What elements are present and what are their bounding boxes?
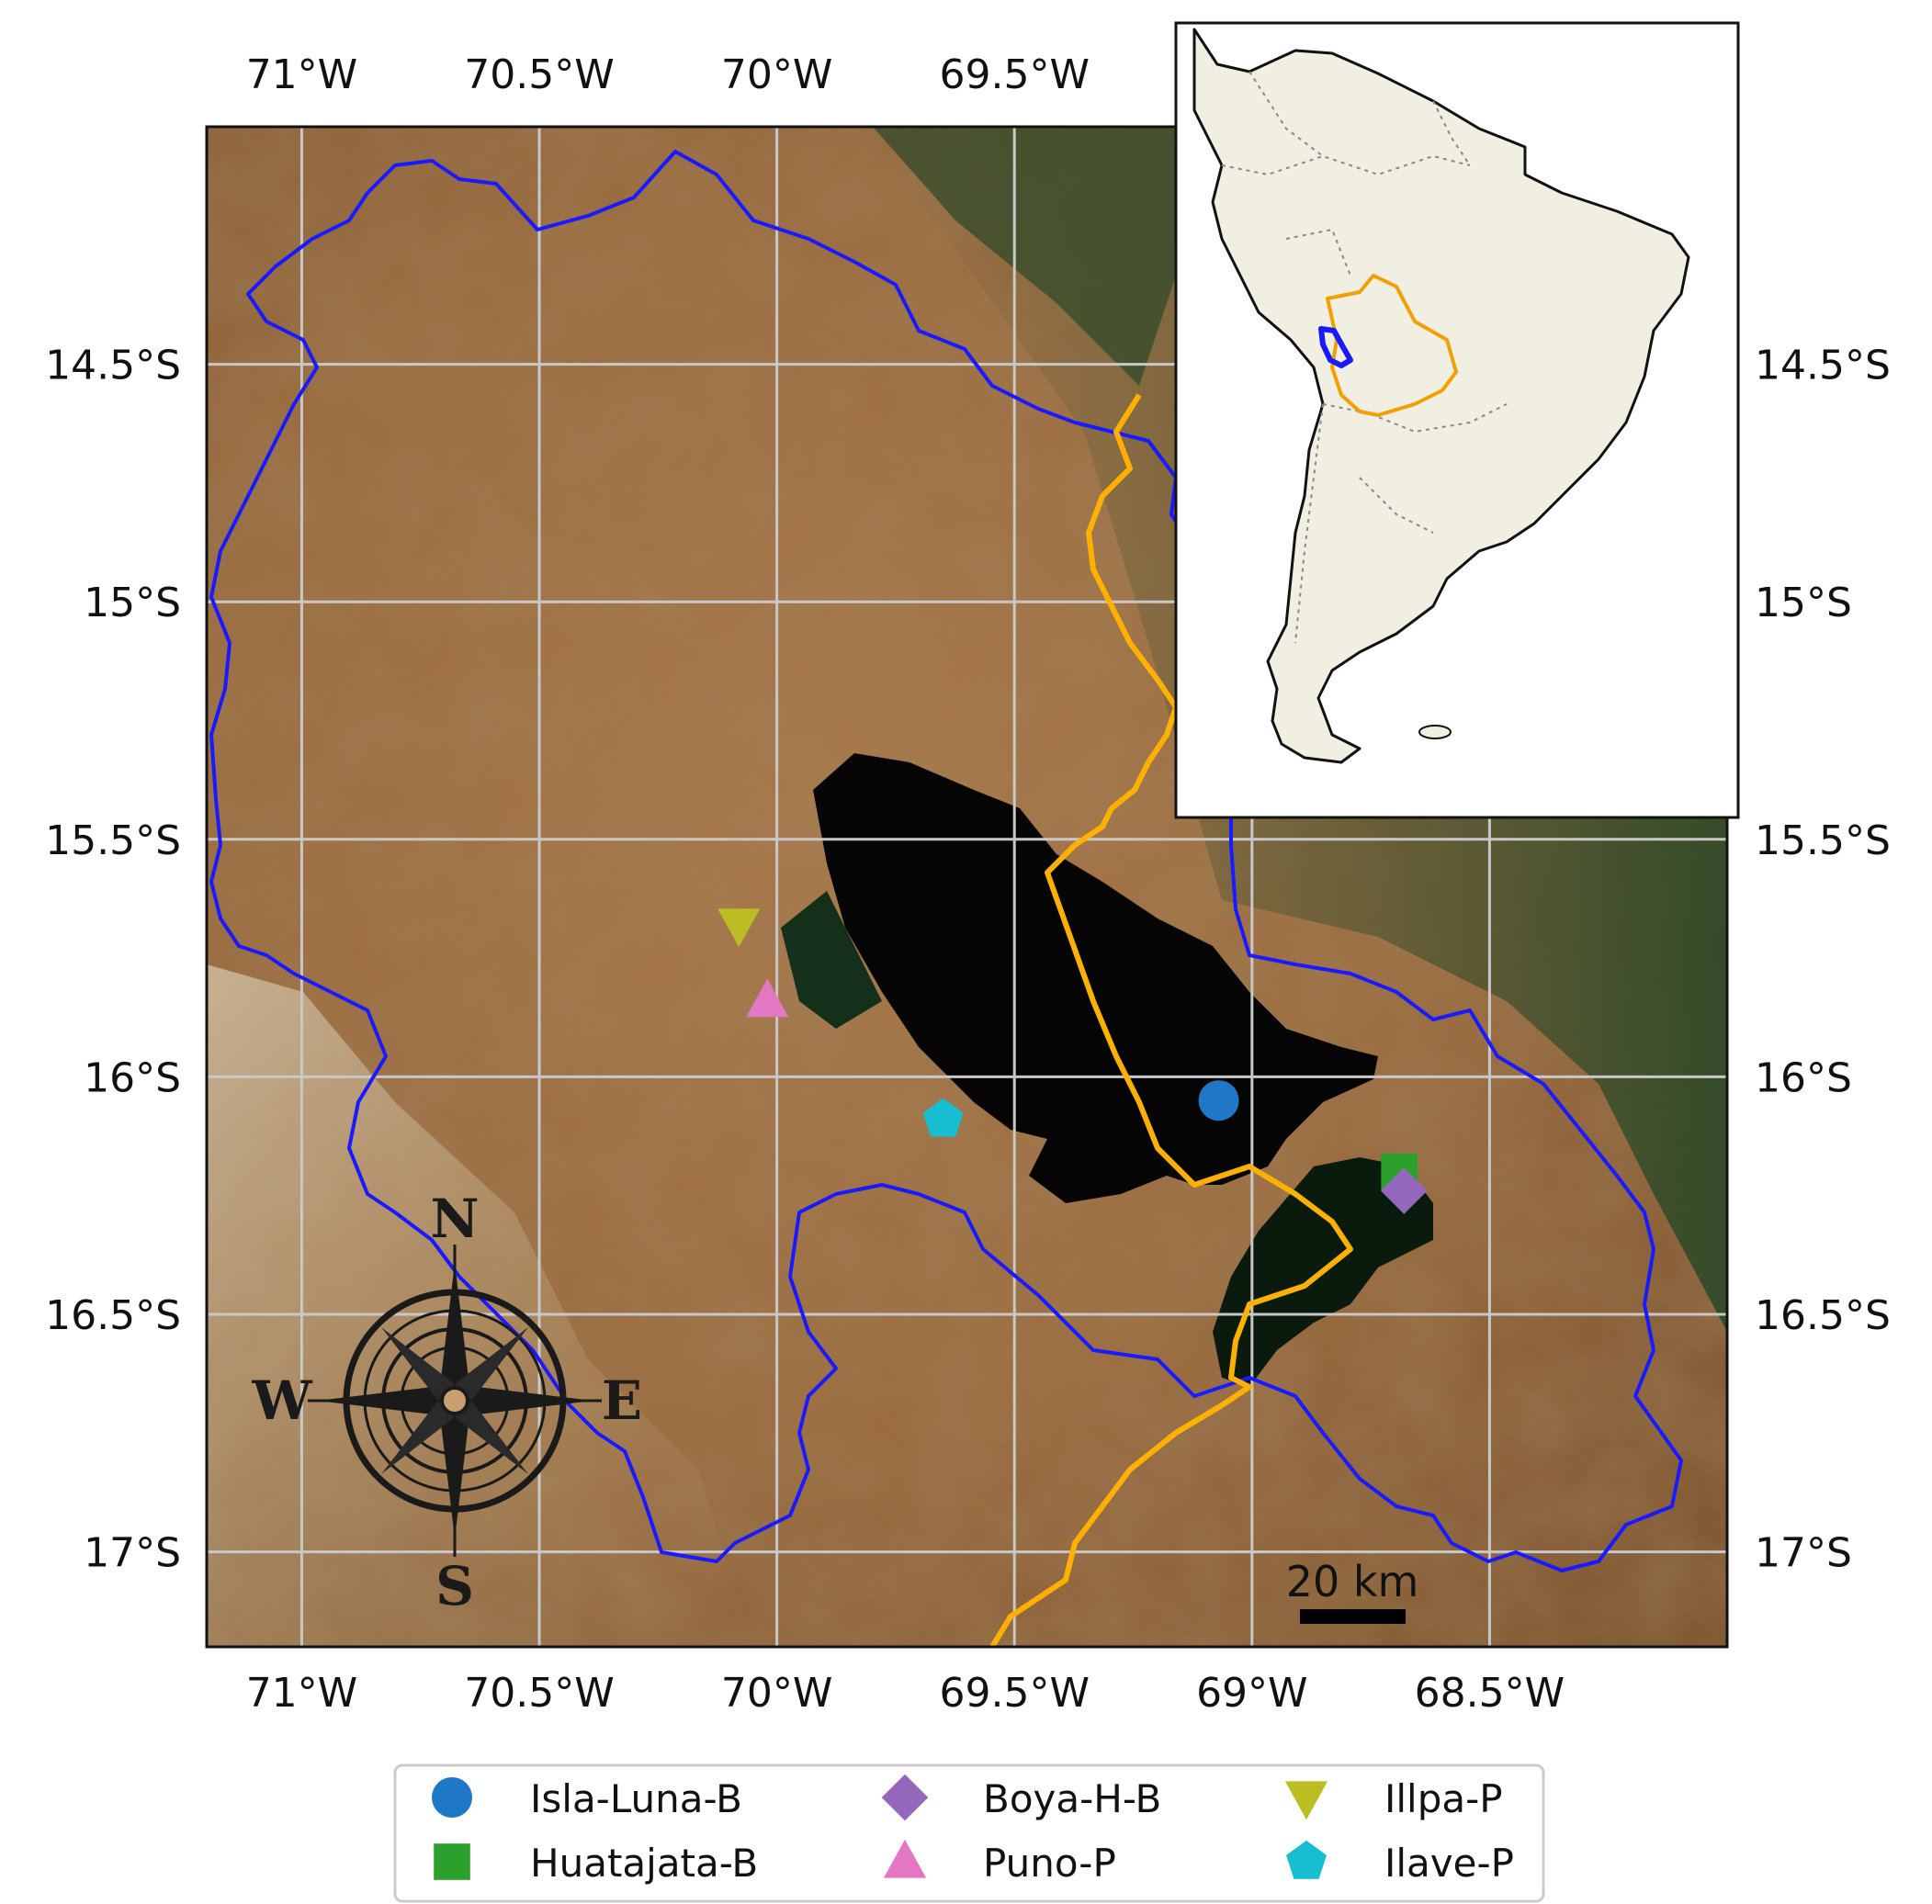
legend-item-huatajata-b: Huatajata-B xyxy=(434,1841,758,1886)
legend-frame xyxy=(393,1763,1545,1903)
lon-tick-bottom-1: 70.5°W xyxy=(464,1670,614,1717)
tick-labels: 71°W 70.5°W 70°W 69.5°W 69°W 68.5°W 71°W 70.5°W… xyxy=(45,51,1891,1717)
lat-tick-left-3: 16°S xyxy=(84,1054,181,1101)
puno-bay xyxy=(781,891,882,1029)
legend-item-boya-h-b: Boya-H-B xyxy=(881,1774,1161,1821)
legend-marker-isla-luna-b xyxy=(432,1777,472,1818)
lon-tick-bottom-4: 69°W xyxy=(1196,1670,1308,1717)
station-marker-ilave-p xyxy=(922,1098,964,1137)
lon-tick-bottom-2: 70°W xyxy=(721,1670,833,1717)
lon-tick-bottom-3: 69.5°W xyxy=(939,1670,1089,1717)
legend-marker-illpa-p xyxy=(1284,1781,1328,1820)
station-marker-isla-luna-b xyxy=(1198,1080,1239,1121)
lon-tick-top-2: 70°W xyxy=(721,51,833,98)
legend-label: Ilave-P xyxy=(1384,1841,1514,1886)
compass-west: W xyxy=(251,1369,312,1432)
lon-tick-top-3: 69.5°W xyxy=(939,51,1089,98)
legend: Isla-Luna-B Boya-H-B Illpa-P Huatajata-B Pun… xyxy=(393,1763,1545,1903)
legend-marker-huatajata-b xyxy=(434,1843,470,1880)
compass-north: N xyxy=(430,1188,479,1250)
lon-tick-bottom-0: 71°W xyxy=(246,1670,358,1717)
watershed-boundary xyxy=(209,150,1683,1572)
scale-bar-label: 20 km xyxy=(1286,1557,1419,1606)
legend-item-puno-p: Puno-P xyxy=(883,1839,1116,1886)
lat-tick-right-3: 16°S xyxy=(1755,1054,1852,1101)
legend-item-isla-luna-b: Isla-Luna-B xyxy=(432,1776,742,1821)
inset-south-america xyxy=(1192,28,1690,764)
inset-map xyxy=(1174,21,1740,819)
lat-tick-right-2: 15.5°S xyxy=(1755,817,1891,864)
compass-rose: N S E W xyxy=(251,1188,642,1617)
legend-item-illpa-p: Illpa-P xyxy=(1284,1776,1503,1821)
inset-basin xyxy=(1318,326,1353,368)
lon-tick-top-0: 71°W xyxy=(246,51,358,98)
legend-label: Illpa-P xyxy=(1384,1776,1503,1821)
forest-upper xyxy=(873,127,1185,386)
legend-marker-boya-h-b xyxy=(881,1774,929,1821)
legend-label: Puno-P xyxy=(983,1841,1116,1886)
legend-label: Boya-H-B xyxy=(983,1776,1161,1821)
legend-item-ilave-p: Ilave-P xyxy=(1286,1840,1514,1886)
map-frame xyxy=(205,125,1729,1649)
lat-tick-right-1: 15°S xyxy=(1755,580,1852,626)
legend-items: Isla-Luna-B Boya-H-B Illpa-P Huatajata-B Pun… xyxy=(432,1774,1514,1886)
legend-label: Isla-Luna-B xyxy=(530,1776,742,1821)
station-marker-puno-p xyxy=(746,978,789,1018)
station-markers xyxy=(717,908,1428,1214)
lat-tick-right-4: 16.5°S xyxy=(1755,1292,1891,1339)
legend-label: Huatajata-B xyxy=(530,1841,758,1886)
lat-tick-left-0: 14.5°S xyxy=(45,343,181,389)
legend-marker-ilave-p xyxy=(1286,1840,1327,1879)
station-marker-boya-h-b xyxy=(1381,1167,1428,1214)
lon-tick-bottom-5: 68.5°W xyxy=(1415,1670,1565,1717)
inset-falklands xyxy=(1418,725,1452,739)
inset-country-borders xyxy=(1221,71,1508,644)
station-marker-illpa-p xyxy=(717,908,761,948)
lat-tick-right-0: 14.5°S xyxy=(1755,343,1891,389)
compass-south: S xyxy=(435,1555,474,1617)
country-border xyxy=(989,393,1353,1647)
lat-tick-left-4: 16.5°S xyxy=(45,1292,181,1339)
inset-bolivia xyxy=(1326,274,1458,417)
compass-east: E xyxy=(602,1369,642,1432)
scale-bar-line xyxy=(1300,1609,1406,1624)
legend-marker-puno-p xyxy=(883,1839,927,1878)
lat-tick-left-1: 15°S xyxy=(84,580,181,626)
lat-tick-right-5: 17°S xyxy=(1755,1530,1852,1577)
lat-tick-left-5: 17°S xyxy=(84,1530,181,1577)
lat-tick-left-2: 15.5°S xyxy=(45,817,181,864)
southwest-desert xyxy=(207,964,753,1647)
lon-tick-top-1: 70.5°W xyxy=(464,51,614,98)
scale-bar: 20 km xyxy=(1286,1557,1419,1624)
lake-titicaca xyxy=(813,753,1378,1203)
